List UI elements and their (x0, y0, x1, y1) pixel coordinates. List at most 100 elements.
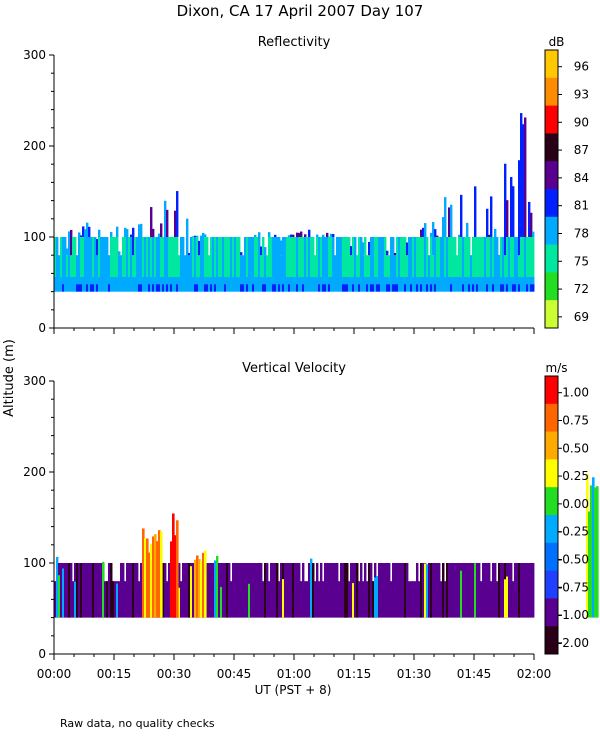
colorbar-unit-label: dB (549, 35, 565, 49)
data-cell (316, 235, 318, 237)
figure-title: Dixon, CA 17 April 2007 Day 107 (177, 2, 424, 20)
colorbar-segment (545, 376, 558, 404)
data-cell (524, 117, 526, 237)
panel-title: Reflectivity (258, 35, 331, 50)
colorbar-segment (545, 78, 558, 106)
data-cell (118, 251, 120, 255)
y-tick-label: 300 (23, 374, 46, 388)
data-cell (466, 223, 468, 237)
colorbar-segment (545, 515, 558, 543)
data-cell (160, 531, 163, 617)
data-cell (240, 252, 242, 255)
colorbar-tick-label: 93 (574, 87, 589, 101)
colorbar-tick-label: -0.50 (558, 552, 589, 566)
data-cell (532, 232, 534, 237)
data-cell (450, 205, 452, 237)
colorbar-segment (545, 272, 558, 300)
data-cell (300, 232, 302, 237)
data-cell (264, 247, 266, 255)
colorbar-segment (545, 189, 558, 217)
colorbar-tick-label: -2.00 (558, 636, 589, 650)
data-cell (506, 200, 508, 237)
colorbar-tick-label: 75 (574, 254, 589, 268)
data-cell (474, 186, 476, 237)
x-tick-label: 01:15 (337, 667, 372, 681)
data-cell (126, 229, 128, 237)
colorbar-tick-label: 81 (574, 199, 589, 213)
data-cell (274, 235, 276, 237)
colorbar-tick-label: 0.25 (562, 469, 589, 483)
data-cell (460, 195, 462, 237)
colorbar-segment (545, 161, 558, 189)
data-cell (532, 563, 534, 618)
data-cell (152, 229, 154, 237)
data-cell (292, 235, 294, 237)
colorbar-segment (545, 626, 558, 654)
data-cell (116, 227, 118, 237)
reflectivity-panel: Reflectivity0100200300969390878481787572… (23, 35, 589, 335)
colorbar-segment (545, 487, 558, 515)
x-tick-label: 00:45 (217, 667, 252, 681)
colorbar-segment (545, 404, 558, 432)
data-cell (436, 236, 438, 237)
data-cell (98, 230, 100, 237)
footer-note: Raw data, no quality checks (60, 717, 215, 730)
y-tick-label: 0 (38, 647, 46, 661)
data-cell (196, 236, 198, 237)
y-tick-label: 200 (23, 465, 46, 479)
data-cell (326, 233, 328, 237)
data-cell (424, 223, 426, 237)
colorbar-segment (545, 432, 558, 460)
data-cell (186, 219, 188, 237)
data-cell (254, 235, 256, 237)
data-cell (176, 520, 179, 617)
colorbar-unit-label: m/s (546, 361, 568, 375)
x-axis-label: UT (PST + 8) (255, 683, 332, 697)
x-tick-label: 01:00 (277, 667, 312, 681)
x-tick-label: 02:00 (517, 667, 552, 681)
data-cell (386, 251, 388, 255)
colorbar-tick-label: -0.25 (558, 525, 589, 539)
data-cell (322, 235, 324, 237)
panel-title: Vertical Velocity (242, 361, 346, 376)
data-cell (304, 234, 306, 237)
data-cell (308, 230, 310, 237)
colorbar-tick-label: 0.75 (562, 413, 589, 427)
x-tick-label: 00:00 (37, 667, 72, 681)
data-cells (54, 469, 600, 618)
x-tick-label: 01:45 (457, 667, 492, 681)
data-cell (166, 210, 168, 237)
y-axis-label: Altitude (m) (2, 339, 17, 417)
y-tick-label: 100 (23, 230, 46, 244)
y-tick-label: 100 (23, 556, 46, 570)
vertical-velocity-panel: Vertical Velocity01002003001.000.750.500… (23, 361, 600, 681)
data-cell (258, 232, 260, 237)
colorbar-tick-label: 0.50 (562, 441, 589, 455)
data-cell (268, 232, 270, 237)
colorbar-tick-label: -0.75 (558, 580, 589, 594)
colorbar-segment (545, 217, 558, 245)
data-cell (444, 197, 446, 237)
colorbar-segment (545, 300, 558, 328)
colorbar-tick-label: 69 (574, 310, 589, 324)
data-cell (176, 191, 178, 237)
data-cell (332, 234, 334, 237)
colorbar-tick-label: -1.00 (558, 608, 589, 622)
data-cell (140, 224, 142, 237)
colorbar-segment (545, 106, 558, 134)
y-tick-label: 200 (23, 139, 46, 153)
colorbar-tick-label: 90 (574, 115, 589, 129)
data-cell (596, 486, 599, 617)
colorbar-tick-label: 78 (574, 226, 589, 240)
colorbar-segment (545, 50, 558, 78)
data-cell (160, 223, 162, 237)
data-cell (486, 209, 488, 237)
data-cell (512, 186, 514, 237)
data-cell (494, 229, 496, 237)
data-cell (532, 284, 534, 291)
colorbar-tick-label: 72 (574, 282, 589, 296)
y-tick-label: 0 (38, 321, 46, 335)
colorbar-tick-label: 0.00 (562, 497, 589, 511)
colorbar-segment (545, 133, 558, 161)
x-tick-label: 01:30 (397, 667, 432, 681)
